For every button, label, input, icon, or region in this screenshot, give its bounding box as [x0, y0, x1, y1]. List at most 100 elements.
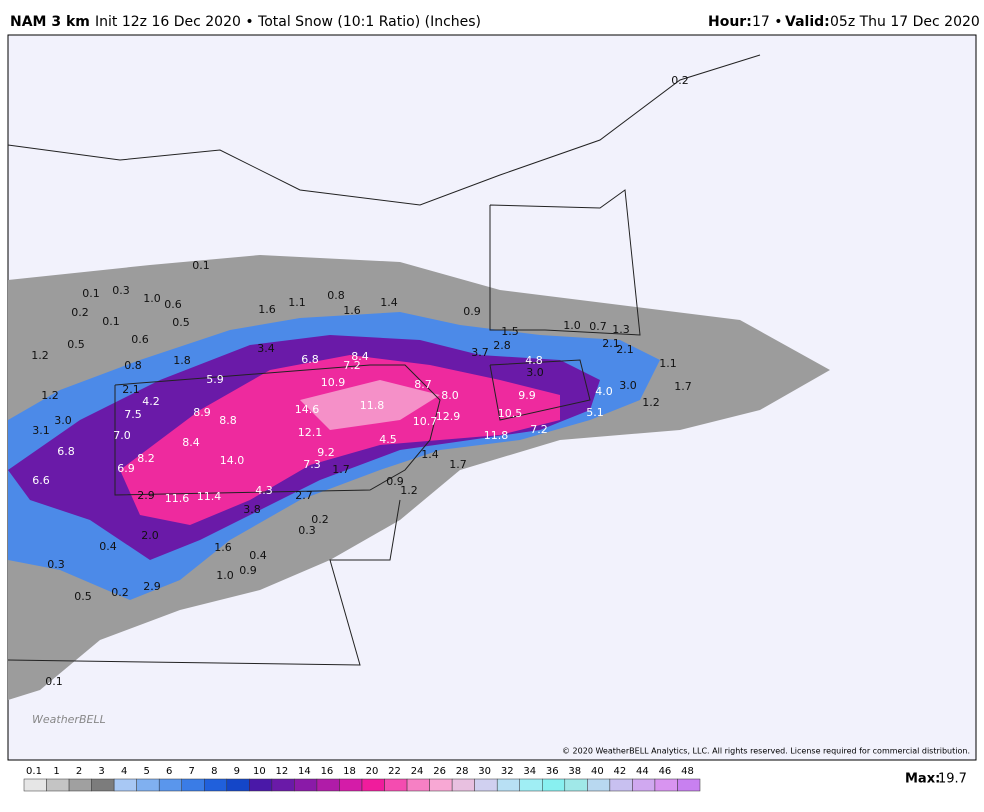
- description: Init 12z 16 Dec 2020 • Total Snow (10:1 …: [95, 14, 481, 30]
- snow-label: 0.5: [172, 316, 190, 329]
- snow-label: 3.0: [54, 414, 72, 427]
- snow-label: 11.8: [484, 429, 509, 442]
- colorbar-cell: [564, 778, 588, 792]
- colorbar-tick: 1: [53, 766, 59, 777]
- colorbar-tick: 2: [76, 766, 82, 777]
- boundaries: [7, 54, 761, 666]
- colorbar-tick: 30: [478, 766, 491, 777]
- colorbar-cell: [384, 778, 408, 792]
- snow-label: 3.1: [32, 424, 50, 437]
- colorbar-cell: [204, 778, 228, 792]
- snow-label: 0.3: [298, 524, 316, 537]
- colorbar-tick: 34: [523, 766, 536, 777]
- colorbar-tick: 40: [591, 766, 604, 777]
- snow-label: 3.0: [619, 379, 637, 392]
- snow-label: 1.2: [31, 349, 49, 362]
- snow-label: 1.1: [659, 357, 677, 370]
- colorbar-cell: [113, 778, 137, 792]
- colorbar-tick: 22: [388, 766, 401, 777]
- snow-label: 14.0: [220, 454, 245, 467]
- snow-label: 1.0: [216, 569, 234, 582]
- snow-label: 4.8: [525, 354, 543, 367]
- colorbar-cell: [181, 778, 205, 792]
- snow-label: 1.3: [612, 323, 630, 336]
- snow-label: 3.4: [257, 342, 275, 355]
- colorbar-tick: 32: [501, 766, 514, 777]
- colorbar-tick: 28: [456, 766, 469, 777]
- colorbar-tick: 20: [366, 766, 379, 777]
- colorbar-tick: 46: [659, 766, 672, 777]
- colorbar-tick: 6: [166, 766, 172, 777]
- colorbar-cell: [316, 778, 340, 792]
- snow-label: 12.9: [436, 410, 461, 423]
- snow-label: 0.9: [386, 475, 404, 488]
- max-label: Max:: [905, 772, 940, 787]
- snow-label: 3.7: [471, 346, 489, 359]
- snow-label: 0.3: [112, 284, 130, 297]
- colorbar-cell: [677, 778, 701, 792]
- colorbar-cell: [68, 778, 92, 792]
- snow-label: 1.4: [421, 448, 439, 461]
- colorbar-cell: [271, 778, 295, 792]
- snow-label: 0.2: [671, 74, 689, 87]
- colorbar-tick: 5: [143, 766, 149, 777]
- snow-label: 11.8: [360, 399, 385, 412]
- colorbar-cell: [158, 778, 182, 792]
- snow-label: 8.4: [351, 350, 369, 363]
- copyright: © 2020 WeatherBELL Analytics, LLC. All r…: [562, 747, 970, 756]
- colorbar-tick: 7: [189, 766, 195, 777]
- colorbar-tick: 10: [253, 766, 266, 777]
- colorbar-cell: [632, 778, 656, 792]
- snow-label: 7.2: [343, 359, 361, 372]
- snow-label: 0.9: [463, 305, 481, 318]
- snow-label: 6.9: [117, 462, 135, 475]
- snow-label: 0.1: [192, 259, 210, 272]
- snow-label: 10.5: [498, 407, 523, 420]
- snow-label: 7.5: [124, 408, 142, 421]
- colorbar-cell: [654, 778, 678, 792]
- snow-label: 0.2: [111, 586, 129, 599]
- snow-label: 1.6: [258, 303, 276, 316]
- snow-label: 1.6: [214, 541, 232, 554]
- snow-label: 0.1: [82, 287, 100, 300]
- colorbar-cell: [226, 778, 250, 792]
- snow-label: 1.7: [332, 463, 350, 476]
- snow-label: 11.6: [165, 492, 190, 505]
- snow-label: 8.7: [414, 378, 432, 391]
- colorbar-tick: 16: [321, 766, 334, 777]
- snow-pink: [120, 355, 560, 525]
- colorbar-tick: 44: [636, 766, 649, 777]
- snow-label: 8.2: [137, 452, 155, 465]
- snow-label: 8.4: [182, 436, 200, 449]
- snow-label: 8.9: [193, 406, 211, 419]
- snow-label: 2.1: [602, 337, 620, 350]
- colorbar-cell: [249, 778, 273, 792]
- colorbar-tick: 4: [121, 766, 127, 777]
- colorbar-tick: 36: [546, 766, 559, 777]
- colorbar-cell: [474, 778, 498, 792]
- snow-label: 7.3: [303, 458, 321, 471]
- snow-label: 1.2: [642, 396, 660, 409]
- snow-label: 0.1: [102, 315, 120, 328]
- snow-label: 0.8: [327, 289, 345, 302]
- snow-label: 2.8: [493, 339, 511, 352]
- colorbar-cell: [587, 778, 611, 792]
- snow-label: 2.9: [143, 580, 161, 593]
- snow-label: 0.4: [249, 549, 267, 562]
- colorbar-cell: [519, 778, 543, 792]
- hour: 17 •: [752, 14, 783, 30]
- colorbar-cell: [451, 778, 475, 792]
- colorbar-tick: 14: [298, 766, 311, 777]
- colorbar-cell: [542, 778, 566, 792]
- snow-label: 3.0: [526, 366, 544, 379]
- snow-label: 1.0: [563, 319, 581, 332]
- snow-label: 2.0: [141, 529, 159, 542]
- colorbar-tick: 12: [275, 766, 288, 777]
- colorbar-cell: [23, 778, 47, 792]
- snow-label: 1.0: [143, 292, 161, 305]
- valid-label: Valid:: [785, 14, 830, 30]
- snow-label: 8.8: [219, 414, 237, 427]
- snow-label: 4.3: [255, 484, 273, 497]
- snow-label: 2.1: [122, 383, 140, 396]
